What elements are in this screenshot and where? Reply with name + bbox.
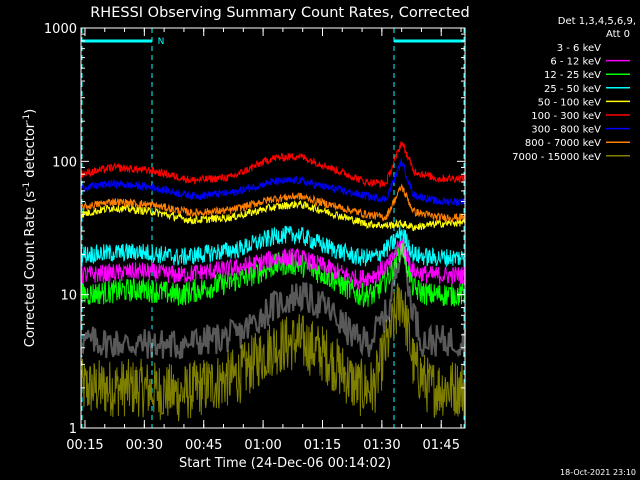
chart-title: RHESSI Observing Summary Count Rates, Co… [90,5,470,21]
y-tick-label: 100 [52,155,77,170]
y-tick-label: 10 [60,289,77,304]
series-layer [80,141,466,422]
series-line [80,183,466,224]
x-tick-label: 01:00 [244,438,281,453]
y-axis-label-part1: Corrected Count Rate (s [23,191,38,348]
series-line [80,283,466,422]
legend-entry-label: 6 - 12 keV [550,57,601,68]
y-axis-label-part3: ) [23,109,38,114]
y-axis-label: Corrected Count Rate (s-1 detector-1) [22,109,38,347]
legend-header-1: Det 1,3,4,5,6,9, [558,16,636,27]
series-line-halo [80,241,466,360]
legend: Det 1,3,4,5,6,9, Att 0 3 - 6 keV 6 - 12 keV… [512,16,636,163]
legend-entry-label: 50 - 100 keV [538,97,602,108]
legend-entry-label: 3 - 6 keV [557,43,601,54]
legend-entry-label: 100 - 300 keV [531,111,601,122]
legend-entry-label: 25 - 50 keV [544,84,601,95]
x-tick-label: 01:30 [363,438,400,453]
series-line [80,158,466,208]
x-tick-label: 00:30 [126,438,163,453]
plot-frame [80,27,466,429]
legend-entry-label: 300 - 800 keV [531,125,601,136]
axes: 1 10 100 1000 00:15 00:30 00:45 01:00 01:15 01:30… [44,22,465,453]
y-axis-label-part2: detector [23,122,38,182]
series-line [80,225,466,267]
timestamp-label: 18-Oct-2021 23:10 [560,468,636,477]
y-tick-label: 1000 [44,22,77,37]
legend-header-2: Att 0 [606,29,630,40]
x-tick-label: 00:45 [185,438,222,453]
y-axis-label-sup2: -1 [22,114,32,123]
legend-entry-label: 800 - 7000 keV [525,138,601,149]
x-tick-label: 00:15 [66,438,103,453]
y-axis-label-sup1: -1 [22,182,32,191]
series-line [80,200,466,232]
x-tick-label: 01:45 [423,438,460,453]
legend-entry-label: 7000 - 15000 keV [512,152,601,163]
x-axis-label: Start Time (24-Dec-06 00:14:02) [179,456,391,471]
flag-label: N [158,37,165,47]
x-tick-label: 01:15 [304,438,341,453]
series-line [80,237,466,290]
series-line [80,141,466,189]
y-tick-label: 1 [69,422,77,437]
legend-entry-label: 12 - 25 keV [544,70,601,81]
